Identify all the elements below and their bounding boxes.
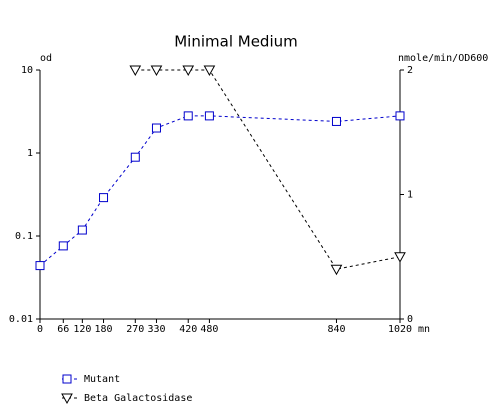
data-point (35, 261, 45, 271)
y-tick-label: 1 (27, 148, 33, 159)
x-tick-label: 270 (126, 324, 144, 335)
data-point (203, 65, 216, 77)
chart-title: Minimal Medium (174, 33, 298, 51)
x-tick-label: 0 (37, 324, 43, 335)
data-point (182, 65, 195, 77)
x-tick-label: 120 (73, 324, 91, 335)
data-point (151, 123, 161, 133)
data-point (183, 111, 193, 121)
data-point (394, 252, 406, 263)
legend-marker (62, 374, 72, 384)
y-tick-label: 10 (21, 65, 33, 76)
x-tick-label: 66 (57, 324, 69, 335)
legend-label: Beta Galactosidase (84, 393, 192, 404)
data-point (129, 65, 142, 77)
legend-label: Mutant (84, 374, 120, 385)
x-axis-label: mn (418, 324, 430, 335)
x-tick-label: 480 (200, 324, 218, 335)
legend-marker (61, 393, 73, 405)
data-point (150, 65, 163, 77)
x-tick-label: 840 (327, 324, 345, 335)
y-tick-label: 0.01 (9, 314, 33, 325)
data-point (204, 111, 214, 121)
y2-axis-label: nmole/min/OD600 (398, 53, 488, 64)
data-point (130, 152, 140, 162)
y2-tick-label: 0 (407, 314, 413, 325)
series-line (39, 115, 401, 266)
x-tick-label: 330 (147, 324, 165, 335)
data-point (99, 193, 109, 203)
data-point (77, 225, 87, 235)
series-line (135, 69, 401, 270)
y2-tick-label: 1 (407, 190, 413, 201)
y-axis-label: od (40, 53, 52, 64)
x-tick-label: 1020 (388, 324, 412, 335)
data-point (58, 241, 68, 251)
y2-tick-label: 2 (407, 65, 413, 76)
data-point (330, 264, 343, 276)
y-tick-label: 0.1 (15, 231, 33, 242)
x-tick-label: 180 (94, 324, 112, 335)
data-point (395, 111, 405, 121)
x-tick-label: 420 (179, 324, 197, 335)
data-point (331, 116, 341, 126)
